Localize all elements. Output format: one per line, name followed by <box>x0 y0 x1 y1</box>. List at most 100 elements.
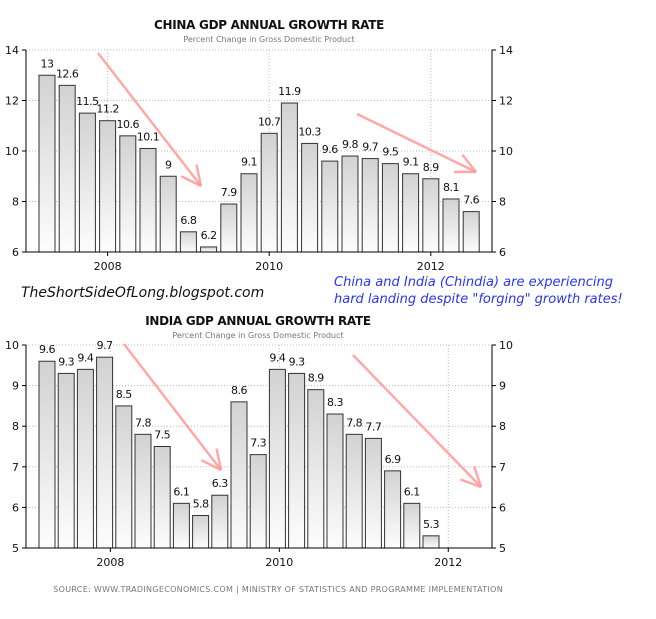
bar <box>97 357 113 548</box>
x-tick-label: 2012 <box>417 260 445 273</box>
bar <box>39 75 55 252</box>
y-tick-label-left: 8 <box>12 196 19 209</box>
bar-value-label: 9.1 <box>241 156 257 169</box>
bar <box>135 434 151 548</box>
y-tick-label-right: 8 <box>499 196 506 209</box>
bar-value-label: 9.1 <box>403 156 419 169</box>
bar <box>116 406 132 548</box>
blog-watermark: TheShortSideOfLong.blogspot.com <box>21 285 264 301</box>
bar-value-label: 7.3 <box>250 437 266 450</box>
bar <box>404 503 420 548</box>
bar-value-label: 9.3 <box>58 355 74 368</box>
bar <box>443 199 459 252</box>
bar <box>173 503 189 548</box>
bar-value-label: 9.4 <box>77 351 93 364</box>
y-tick-label-left: 6 <box>12 501 19 514</box>
bar <box>160 176 176 252</box>
bar <box>346 434 362 548</box>
bar-value-label: 13 <box>41 57 54 70</box>
india-chart-subtitle: Percent Change in Gross Domestic Product <box>172 331 343 340</box>
bar <box>79 113 95 252</box>
bar <box>58 373 74 548</box>
bar-value-label: 6.1 <box>404 485 420 498</box>
bar-value-label: 11.2 <box>96 103 119 116</box>
bar <box>154 447 170 549</box>
bar <box>231 402 247 548</box>
bar <box>221 204 237 252</box>
bar-value-label: 9 <box>165 158 172 171</box>
bar-value-label: 9.3 <box>289 355 305 368</box>
bar <box>463 212 479 252</box>
bar <box>289 373 305 548</box>
bar-value-label: 9.7 <box>362 141 378 154</box>
bar <box>342 156 358 252</box>
x-tick-label: 2010 <box>255 260 283 273</box>
bar <box>269 369 285 548</box>
bar <box>140 148 156 252</box>
bar <box>302 143 318 252</box>
bar <box>59 85 75 252</box>
bar-value-label: 8.9 <box>423 161 439 174</box>
y-tick-label-left: 6 <box>12 246 19 259</box>
bar-value-label: 6.3 <box>212 477 228 490</box>
bar <box>423 536 439 548</box>
bar-value-label: 7.7 <box>365 420 381 433</box>
china-chart-title: CHINA GDP ANNUAL GROWTH RATE <box>154 18 384 32</box>
y-tick-label-right: 7 <box>499 461 506 474</box>
bar <box>180 232 196 252</box>
bar-value-label: 7.6 <box>463 194 479 207</box>
bar-value-label: 8.5 <box>116 388 132 401</box>
y-tick-label-left: 14 <box>5 44 19 57</box>
bar-value-label: 7.5 <box>154 429 170 442</box>
bar <box>362 159 378 252</box>
india-chart-title: INDIA GDP ANNUAL GROWTH RATE <box>145 314 371 328</box>
bar <box>382 164 398 252</box>
y-tick-label-left: 10 <box>5 339 19 352</box>
bar <box>77 369 93 548</box>
x-tick-label: 2010 <box>265 556 293 569</box>
bar <box>308 390 324 548</box>
bar-value-label: 7.8 <box>346 416 362 429</box>
y-tick-label-left: 10 <box>5 145 19 158</box>
x-tick-label: 2008 <box>94 260 122 273</box>
bar-value-label: 5.8 <box>193 498 209 511</box>
y-tick-label-right: 6 <box>499 501 506 514</box>
bar-value-label: 6.9 <box>385 453 401 466</box>
y-tick-label-right: 14 <box>499 44 513 57</box>
bar-value-label: 9.6 <box>322 143 338 156</box>
y-tick-label-right: 10 <box>499 339 513 352</box>
bar <box>100 121 116 252</box>
bar-value-label: 10.1 <box>137 130 160 143</box>
bar-value-label: 6.8 <box>180 214 196 227</box>
y-tick-label-right: 6 <box>499 246 506 259</box>
bar <box>327 414 343 548</box>
y-tick-label-right: 10 <box>499 145 513 158</box>
source-note: SOURCE: WWW.TRADINGECONOMICS.COM | MINIS… <box>53 585 503 594</box>
annotation-line-2: hard landing despite "forging" growth ra… <box>334 292 623 307</box>
bar-value-label: 7.9 <box>221 186 237 199</box>
bar-value-label: 9.5 <box>382 146 398 159</box>
bar <box>281 103 297 252</box>
x-tick-label: 2008 <box>96 556 124 569</box>
y-tick-label-right: 5 <box>499 542 506 555</box>
bar-value-label: 5.3 <box>423 518 439 531</box>
y-tick-label-left: 5 <box>12 542 19 555</box>
bar <box>322 161 338 252</box>
bar-value-label: 11.9 <box>278 85 301 98</box>
bar <box>261 133 277 252</box>
bar-value-label: 6.2 <box>201 229 217 242</box>
y-tick-label-left: 8 <box>12 420 19 433</box>
y-tick-label-right: 9 <box>499 380 506 393</box>
bar-value-label: 9.6 <box>39 343 55 356</box>
y-tick-label-right: 12 <box>499 95 513 108</box>
bar-value-label: 10.7 <box>258 115 281 128</box>
bar <box>212 495 228 548</box>
y-tick-label-right: 8 <box>499 420 506 433</box>
x-tick-label: 2012 <box>434 556 462 569</box>
china-gdp-chart: CHINA GDP ANNUAL GROWTH RATE Percent Cha… <box>5 18 513 273</box>
bar <box>365 438 381 548</box>
bar <box>403 174 419 252</box>
bar-value-label: 10.6 <box>117 118 140 131</box>
bar-value-label: 6.1 <box>173 485 189 498</box>
